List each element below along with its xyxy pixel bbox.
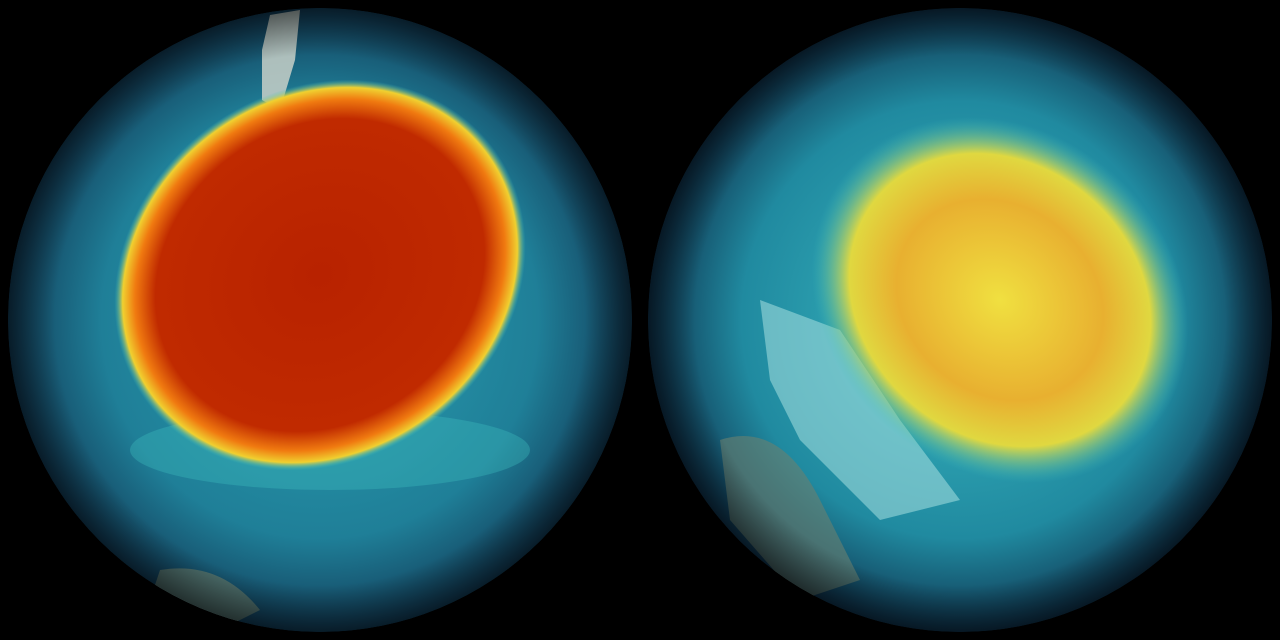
right-globe xyxy=(648,8,1272,632)
left-globe xyxy=(8,8,632,632)
